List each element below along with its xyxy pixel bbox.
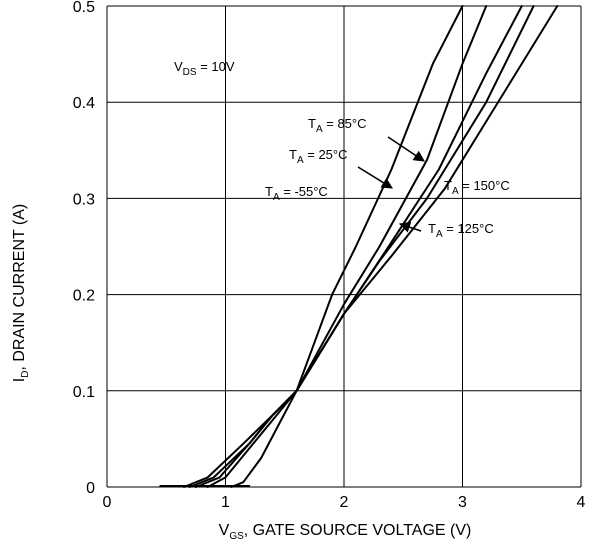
tick-label-layer: 0 1 2 3 4 0 0.1 0.2 0.3 0.4 0.5 <box>73 0 586 511</box>
annotation-sub: A <box>436 229 443 240</box>
y-tick-label: 0.4 <box>73 95 95 112</box>
annotation-rest: = 150°C <box>459 178 510 193</box>
annotation-label-3: TA = -55°C <box>265 184 328 203</box>
annotation-rest: = 125°C <box>443 221 494 236</box>
series-line-1 <box>206 5 488 488</box>
annotation-label-2: TA = 25°C <box>289 147 348 166</box>
annotation-sub: A <box>297 155 304 166</box>
annotation-main: T <box>444 178 452 193</box>
annotation-rest: = 85°C <box>323 116 367 131</box>
annotation-main: T <box>308 116 316 131</box>
annotation-label-4: TA = 150°C <box>444 178 510 197</box>
x-axis-title: VGS, GATE SOURCE VOLTAGE (V) <box>219 522 472 542</box>
y-tick-label: 0 <box>86 480 95 497</box>
annotation-rest: = -55°C <box>280 184 328 199</box>
annotation-arrow-0 <box>387 136 425 162</box>
annotation-label-1: TA = 85°C <box>308 116 367 135</box>
annotation-label-0: VDS = 10V <box>174 59 235 78</box>
annotation-sub: A <box>452 186 459 197</box>
x-tick-label: 3 <box>458 494 467 511</box>
x-tick-label: 4 <box>577 494 586 511</box>
annotation-sub: A <box>273 192 280 203</box>
series-line-0 <box>230 5 464 488</box>
annotation-label-5: TA = 125°C <box>428 221 494 240</box>
x-tick-label: 1 <box>221 494 230 511</box>
annotation-main: V <box>174 59 183 74</box>
annotation-arrow-1 <box>357 166 393 189</box>
y-tick-label: 0.3 <box>73 191 95 208</box>
annotation-rest: = 10V <box>197 59 235 74</box>
y-tick-label: 0.1 <box>73 384 95 401</box>
y-axis-title: ID, DRAIN CURRENT (A) <box>11 204 31 383</box>
y-tick-label: 0.2 <box>73 288 95 305</box>
x-tick-label: 2 <box>340 494 349 511</box>
annotation-main: T <box>428 221 436 236</box>
annotation-sub: DS <box>183 67 197 78</box>
annotation-main: T <box>289 147 297 162</box>
y-tick-label: 0.5 <box>73 0 95 16</box>
annotation-main: T <box>265 184 273 199</box>
annotation-arrow-2 <box>398 221 422 233</box>
annotation-rest: = 25°C <box>304 147 348 162</box>
annotation-sub: A <box>316 124 323 135</box>
curve-layer <box>159 5 559 488</box>
series-line-4 <box>183 5 559 488</box>
x-tick-label: 0 <box>103 494 112 511</box>
